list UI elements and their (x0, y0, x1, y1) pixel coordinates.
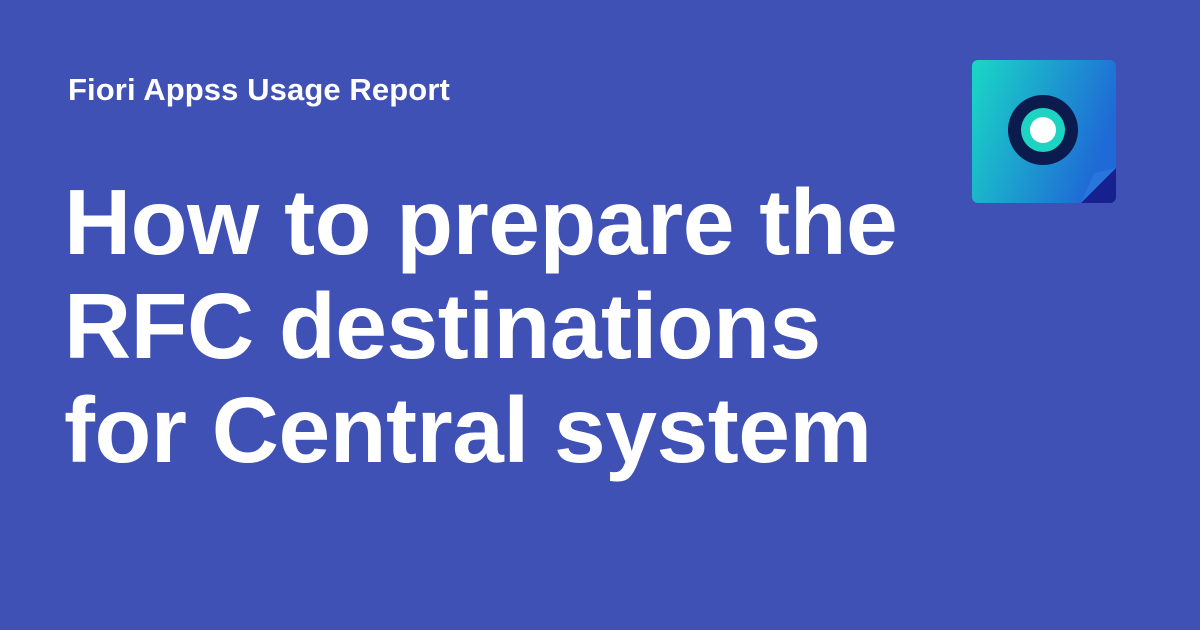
category-label: Fiori Appss Usage Report (68, 72, 450, 107)
page-title: How to prepare the RFC destinations for … (64, 170, 924, 482)
title-line: RFC destinations (64, 274, 821, 378)
title-line: How to prepare the (64, 170, 898, 274)
title-line: for Central system (64, 378, 872, 482)
record-app-icon (972, 60, 1116, 203)
icon-corner-highlight (1081, 168, 1116, 203)
icon-center-dot (1030, 117, 1056, 143)
